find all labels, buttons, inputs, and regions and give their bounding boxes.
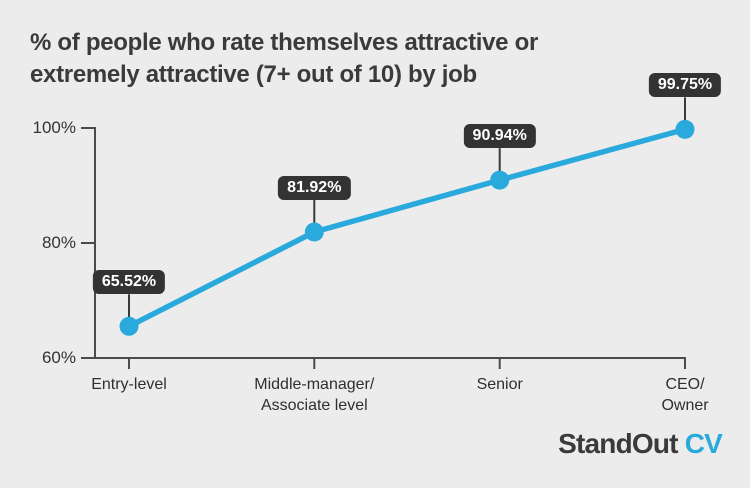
logo-text-standout: StandOut [558,428,678,459]
chart-title-line-2: extremely attractive (7+ out of 10) by j… [30,61,477,88]
data-point [675,119,695,139]
data-point [304,222,324,242]
chart-title: % of people who rate themselves attracti… [30,27,538,91]
data-point [490,170,510,190]
data-point [119,316,139,336]
standoutcv-logo: StandOut CV [558,428,723,460]
data-line [126,126,688,330]
logo-text-cv: CV [684,428,723,459]
chart-title-line-1: % of people who rate themselves attracti… [30,29,538,56]
